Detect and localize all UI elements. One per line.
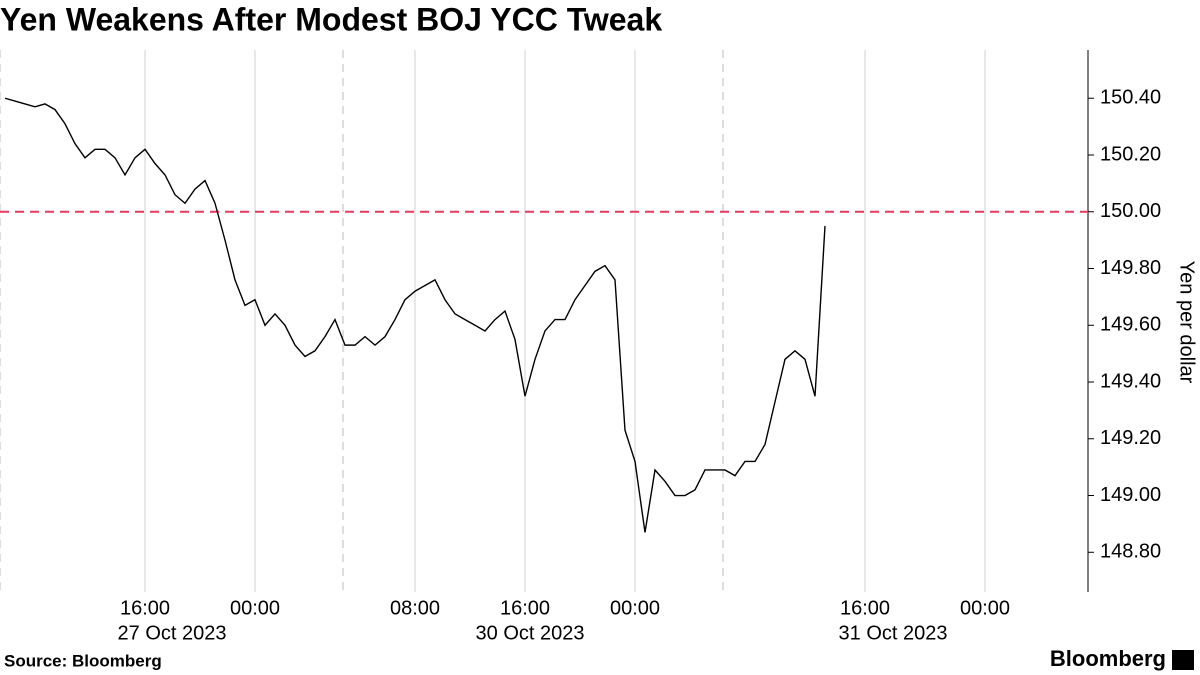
x-tick-label: 00:00	[610, 597, 660, 619]
y-tick-label: 149.40	[1100, 370, 1161, 392]
logo: Bloomberg	[1050, 646, 1166, 671]
chart-title: Yen Weakens After Modest BOJ YCC Tweak	[0, 1, 662, 37]
x-date-label: 31 Oct 2023	[839, 622, 948, 644]
y-tick-label: 149.20	[1100, 427, 1161, 449]
x-tick-label: 00:00	[230, 597, 280, 619]
x-date-label: 27 Oct 2023	[118, 622, 227, 644]
y-tick-label: 149.60	[1100, 314, 1161, 336]
y-axis-label: Yen per dollar	[1176, 261, 1198, 384]
x-tick-label: 16:00	[120, 597, 170, 619]
x-tick-label: 16:00	[500, 597, 550, 619]
x-tick-label: 16:00	[840, 597, 890, 619]
y-tick-label: 150.20	[1100, 143, 1161, 165]
y-tick-label: 150.00	[1100, 200, 1161, 222]
y-tick-label: 150.40	[1100, 87, 1161, 109]
price-line	[4, 97, 826, 533]
y-tick-label: 149.00	[1100, 484, 1161, 506]
y-tick-label: 149.80	[1100, 257, 1161, 279]
x-date-label: 30 Oct 2023	[476, 622, 585, 644]
source: Source: Bloomberg	[4, 651, 162, 670]
x-tick-label: 00:00	[960, 597, 1010, 619]
x-tick-label: 08:00	[390, 597, 440, 619]
logo-icon	[1172, 650, 1194, 670]
y-tick-label: 148.80	[1100, 541, 1161, 563]
